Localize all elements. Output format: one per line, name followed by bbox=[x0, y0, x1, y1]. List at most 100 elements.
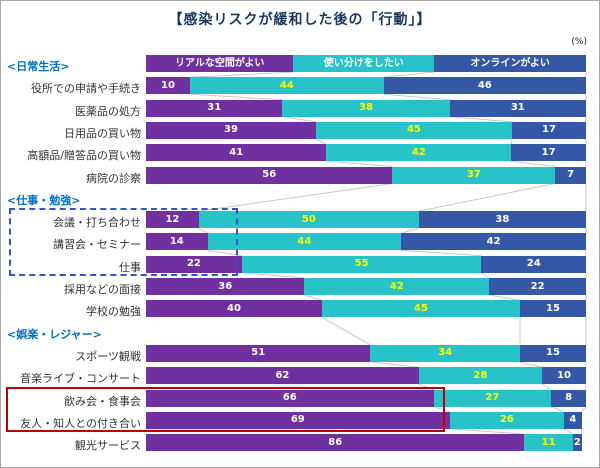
bar-value: 34 bbox=[438, 347, 453, 359]
bar-segment-online: 42 bbox=[401, 233, 586, 251]
bar-value: 4 bbox=[569, 414, 577, 426]
row-label: 飲み会・食事会 bbox=[64, 394, 141, 408]
bar-segment-mixed: 11 bbox=[524, 434, 573, 452]
legend-label: オンラインがよい bbox=[470, 57, 550, 69]
bar-value: 41 bbox=[229, 146, 244, 158]
bar-segment-online: 24 bbox=[481, 255, 586, 273]
bar-value: 15 bbox=[546, 347, 560, 359]
bar-segment-real: 12 bbox=[146, 211, 199, 229]
bar-segment-mixed: 50 bbox=[198, 211, 419, 229]
chart-title: 【感染リスクが緩和した後の「行動」】 bbox=[168, 12, 432, 28]
bar-value: 62 bbox=[275, 369, 290, 381]
row-label: 観光サービス bbox=[75, 439, 141, 453]
bar-segment-online: 15 bbox=[520, 344, 586, 362]
bar-value: 50 bbox=[301, 213, 316, 225]
bar-segment-mixed: 26 bbox=[449, 411, 564, 429]
bar-value: 12 bbox=[165, 213, 180, 225]
bar-value: 10 bbox=[557, 369, 571, 381]
bar-segment-real: 86 bbox=[146, 434, 525, 452]
bar-value: 56 bbox=[262, 169, 277, 180]
bar-value: 17 bbox=[541, 146, 556, 158]
row-label: 高額品/贈答品の買い物 bbox=[27, 149, 141, 163]
bar-value: 22 bbox=[530, 280, 545, 292]
legend-real: リアルな空間がよい bbox=[146, 55, 294, 72]
bar-value: 28 bbox=[473, 369, 488, 381]
legend-mixed: 使い分けをしたい bbox=[293, 55, 435, 72]
row-label: 学校の勉強 bbox=[86, 305, 141, 319]
legend-label: リアルな空間がよい bbox=[174, 57, 265, 69]
row-label: スポーツ観戦 bbox=[75, 349, 141, 363]
bar-segment-real: 66 bbox=[146, 389, 434, 407]
row-label: 医薬品の処方 bbox=[75, 104, 141, 118]
bar-segment-mixed: 42 bbox=[304, 278, 490, 295]
bar-value: 26 bbox=[499, 414, 514, 426]
bar-value: 45 bbox=[406, 124, 421, 136]
bar-value: 24 bbox=[526, 258, 541, 270]
legend-label: 使い分けをしたい bbox=[323, 57, 404, 69]
bar-value: 38 bbox=[359, 102, 373, 114]
bar-segment-online: 22 bbox=[489, 278, 586, 295]
bar-segment-online: 38 bbox=[418, 211, 586, 229]
bar-segment-online: 2 bbox=[572, 434, 582, 452]
bar-value: 38 bbox=[495, 213, 510, 225]
bar-value: 42 bbox=[389, 280, 404, 292]
bar-segment-mixed: 45 bbox=[315, 121, 512, 139]
row-label: 病院の診察 bbox=[86, 171, 141, 185]
bar-value: 36 bbox=[218, 280, 233, 292]
row-label: 会議・打ち合わせ bbox=[53, 216, 141, 230]
bar-value: 51 bbox=[251, 347, 266, 359]
bar-segment-real: 62 bbox=[146, 367, 419, 385]
row-label: 採用などの面接 bbox=[64, 283, 141, 296]
bar-segment-real: 10 bbox=[146, 77, 190, 95]
bar-segment-real: 36 bbox=[146, 278, 305, 295]
bar-segment-online: 15 bbox=[520, 300, 586, 318]
bar-segment-real: 31 bbox=[146, 99, 283, 117]
bar-segment-online: 46 bbox=[383, 77, 586, 95]
bar-value: 14 bbox=[169, 235, 184, 247]
bar-value: 46 bbox=[477, 79, 492, 91]
row-label: 講習会・セミナー bbox=[53, 238, 141, 252]
bar-segment-mixed: 34 bbox=[370, 344, 520, 362]
bar-segment-mixed: 45 bbox=[322, 300, 520, 318]
bar-segment-mixed: 44 bbox=[190, 77, 384, 95]
bar-segment-online: 17 bbox=[511, 121, 586, 139]
bar-value: 31 bbox=[510, 102, 525, 114]
bar-segment-real: 39 bbox=[146, 121, 316, 139]
row-label: 役所での申請や手続き bbox=[31, 82, 141, 96]
bar-segment-mixed: 27 bbox=[433, 389, 552, 407]
bar-value: 27 bbox=[485, 392, 500, 403]
bar-value: 31 bbox=[207, 102, 222, 114]
bar-value: 11 bbox=[541, 436, 556, 448]
bar-segment-online: 17 bbox=[511, 144, 586, 162]
bar-segment-real: 14 bbox=[146, 233, 208, 251]
bar-segment-mixed: 37 bbox=[392, 166, 556, 184]
bar-segment-mixed: 28 bbox=[418, 367, 542, 385]
bar-segment-online: 31 bbox=[449, 99, 586, 117]
bar-segment-real: 40 bbox=[146, 300, 322, 318]
unit-label: (%) bbox=[571, 37, 587, 47]
bar-value: 40 bbox=[227, 302, 241, 314]
bar-value: 2 bbox=[573, 436, 581, 448]
bar-value: 15 bbox=[546, 302, 560, 314]
bar-segment-online: 4 bbox=[564, 411, 582, 429]
bar-segment-real: 69 bbox=[146, 411, 450, 429]
bar-segment-mixed: 44 bbox=[207, 233, 402, 251]
row-label: 日用品の買い物 bbox=[64, 126, 141, 140]
section-label: <娯楽・レジャー> bbox=[7, 327, 102, 341]
bar-value: 10 bbox=[161, 79, 175, 91]
bar-value: 44 bbox=[279, 79, 294, 91]
bar-segment-online: 10 bbox=[542, 367, 586, 385]
bar-value: 66 bbox=[282, 392, 297, 403]
bar-value: 42 bbox=[486, 235, 501, 247]
bar-segment-real: 56 bbox=[146, 166, 393, 184]
bar-value: 8 bbox=[565, 392, 573, 403]
bar-value: 44 bbox=[297, 235, 312, 247]
bar-segment-online: 7 bbox=[555, 166, 586, 184]
bar-value: 55 bbox=[354, 258, 369, 270]
bar-value: 22 bbox=[186, 258, 201, 270]
bar-value: 69 bbox=[290, 414, 305, 426]
bar-segment-mixed: 42 bbox=[326, 144, 512, 162]
section-label: <仕事・勉強> bbox=[7, 193, 81, 207]
